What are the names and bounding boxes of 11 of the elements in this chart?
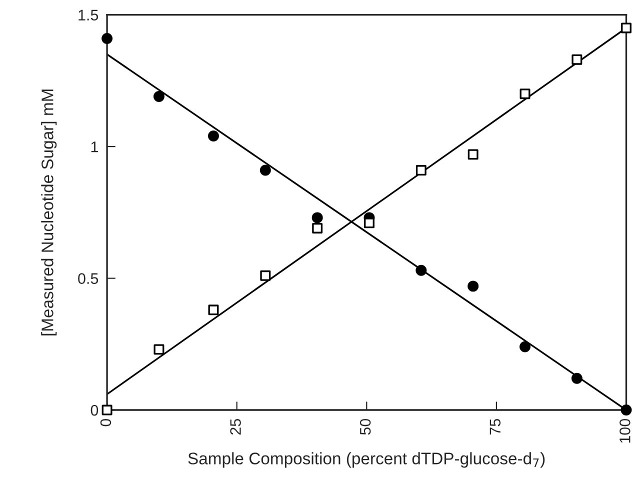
x-tick-label: 0	[100, 418, 112, 426]
x-tick-label: 100	[620, 418, 630, 443]
y-tick-label: 1	[91, 142, 98, 152]
x-axis-title: Sample Composition (percent dTDP-glucose-d$_{7}$)	[188, 452, 545, 468]
x-tick-label: 75	[490, 418, 501, 435]
y-tick-label: 0	[90, 404, 98, 416]
x-tick-label: 50	[360, 418, 371, 435]
x-tick-label: 25	[230, 418, 241, 435]
y-tick-label: 0.5	[78, 273, 98, 284]
y-axis-title: [Measured Nucleotide Sugar] mM	[41, 90, 57, 336]
y-tick-label: 1.5	[78, 10, 98, 21]
